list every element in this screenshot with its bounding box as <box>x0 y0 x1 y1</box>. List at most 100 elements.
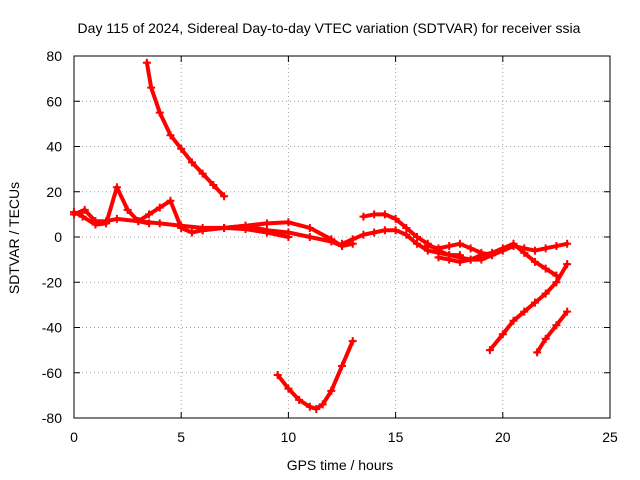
data-point <box>305 402 314 411</box>
data-point <box>552 321 561 330</box>
data-point <box>563 239 572 248</box>
data-point <box>187 158 196 167</box>
data-point <box>520 307 529 316</box>
data-point <box>284 228 293 237</box>
data-point <box>477 251 486 260</box>
y-axis-title: SDTVAR / TECUs <box>6 182 22 294</box>
data-point <box>413 233 422 241</box>
y-tick-label: -80 <box>42 410 62 426</box>
data-point <box>552 242 561 251</box>
data-point <box>284 218 293 227</box>
data-point <box>348 235 357 244</box>
data-point <box>166 196 175 205</box>
series-arc-4 <box>142 58 229 201</box>
series-arc-10 <box>434 239 561 280</box>
data-point <box>509 316 518 325</box>
data-point <box>145 210 154 219</box>
data-point <box>312 404 321 413</box>
data-point <box>209 180 218 189</box>
data-point <box>413 239 422 248</box>
data-point <box>338 239 346 248</box>
data-point <box>166 131 175 140</box>
data-point <box>563 260 572 269</box>
data-point <box>445 255 454 264</box>
series-arc-6 <box>273 337 357 413</box>
data-point <box>359 230 368 239</box>
data-point <box>177 223 186 232</box>
data-point <box>498 244 507 253</box>
data-point <box>552 278 561 287</box>
data-point <box>445 242 454 251</box>
data-point <box>391 226 400 235</box>
data-point <box>530 298 539 307</box>
data-point <box>348 337 357 346</box>
y-tick-label: 80 <box>46 48 62 64</box>
data-point <box>530 257 539 266</box>
data-point <box>370 210 379 219</box>
data-point <box>305 223 314 232</box>
series-arc-11 <box>485 260 572 355</box>
data-point <box>541 289 550 298</box>
data-point <box>466 244 475 253</box>
data-point <box>155 219 164 228</box>
series-line-arc-11 <box>487 262 570 353</box>
series-line-arc-12 <box>535 309 570 355</box>
data-point <box>262 219 271 228</box>
y-tick-label: -40 <box>42 320 62 336</box>
y-tick-label: -60 <box>42 365 62 381</box>
data-point <box>466 255 475 264</box>
x-tick-label: 15 <box>388 429 404 445</box>
data-point <box>198 169 207 178</box>
data-point <box>402 223 411 232</box>
data-point <box>485 346 494 355</box>
data-point <box>70 210 78 219</box>
y-tick-label: 40 <box>46 139 62 155</box>
data-point <box>327 235 336 244</box>
x-axis-title: GPS time / hours <box>287 457 394 473</box>
data-point <box>134 217 143 226</box>
data-point <box>142 58 151 67</box>
chart-title: Day 115 of 2024, Sidereal Day-to-day VTE… <box>78 20 581 36</box>
data-point <box>380 210 389 219</box>
data-point <box>423 242 432 251</box>
data-point <box>123 205 132 214</box>
x-tick-label: 25 <box>602 429 618 445</box>
data-point <box>147 83 156 92</box>
data-point <box>112 183 121 192</box>
data-point <box>327 386 336 395</box>
data-point <box>318 400 327 409</box>
data-point <box>541 244 550 253</box>
data-point <box>498 330 507 339</box>
data-point <box>177 144 186 153</box>
data-point <box>488 248 497 257</box>
data-point <box>455 257 464 266</box>
data-point <box>91 217 100 226</box>
data-point <box>455 239 464 248</box>
axis-ticks: 0 5 10 15 20 25 -80 -60 -40 -20 0 20 40 60 80 <box>42 48 618 445</box>
data-point <box>80 205 89 214</box>
y-tick-label: 0 <box>54 229 62 245</box>
data-point <box>198 226 207 235</box>
data-point <box>402 230 411 239</box>
data-point <box>305 233 314 241</box>
data-point <box>370 228 379 237</box>
data-point <box>359 212 368 221</box>
data-point <box>187 228 196 237</box>
y-tick-label: 60 <box>46 93 62 109</box>
data-point <box>262 226 271 235</box>
series-arc-12 <box>533 307 572 357</box>
x-tick-label: 10 <box>281 429 297 445</box>
data-point <box>220 223 229 232</box>
data-point <box>391 214 400 223</box>
x-tick-label: 0 <box>70 429 78 445</box>
data-point <box>220 192 229 201</box>
data-point <box>541 264 550 273</box>
series-line-arc-4 <box>144 60 227 199</box>
data-point <box>434 253 443 262</box>
data-point <box>520 248 529 257</box>
x-tick-label: 5 <box>177 429 185 445</box>
data-point <box>509 239 518 248</box>
data-point <box>533 348 542 357</box>
data-point <box>434 244 443 253</box>
